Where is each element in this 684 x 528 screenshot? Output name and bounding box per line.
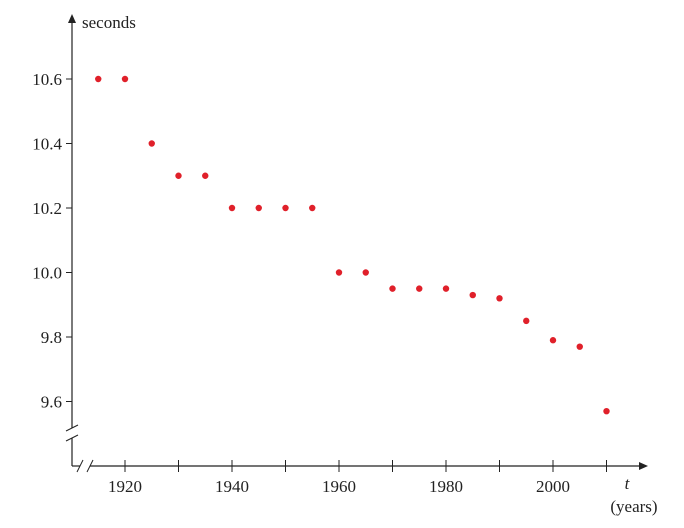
x-tick-label: 1940 <box>215 477 249 496</box>
y-tick-label: 10.2 <box>32 199 62 218</box>
data-point <box>549 337 557 344</box>
data-point <box>309 204 316 212</box>
y-ticks: 9.6 9.8 10.0 10.2 10.4 10.6 <box>32 70 72 412</box>
data-point <box>389 285 396 292</box>
y-tick-label: 10.6 <box>32 70 62 89</box>
data-point <box>416 285 423 292</box>
data-point <box>442 285 450 292</box>
data-point <box>282 204 289 212</box>
x-axis-break-icon <box>76 459 94 473</box>
data-point <box>175 172 182 179</box>
data-point <box>148 140 155 147</box>
y-axis-label: seconds <box>82 13 136 32</box>
x-tick-label: 2000 <box>536 477 570 496</box>
data-point <box>95 75 102 83</box>
x-ticks: 1920 1940 1960 1980 2000 <box>108 460 607 496</box>
data-point <box>576 343 583 350</box>
data-point <box>202 172 209 179</box>
x-tick-label: 1980 <box>429 477 463 496</box>
x-axis-label: t <box>625 474 631 493</box>
y-axis-arrow-icon <box>68 14 76 23</box>
y-tick-label: 9.6 <box>41 393 62 412</box>
data-point <box>362 269 369 276</box>
data-point <box>496 295 503 302</box>
data-point <box>523 317 530 325</box>
x-tick-label: 1920 <box>108 477 142 496</box>
y-tick-label: 10.0 <box>32 264 62 283</box>
data-point <box>603 407 610 415</box>
data-points <box>95 75 610 415</box>
y-tick-label: 9.8 <box>41 328 62 347</box>
x-axis-unit-label: (years) <box>610 497 657 516</box>
axes <box>65 14 648 473</box>
data-point <box>228 204 236 212</box>
data-point <box>469 291 476 299</box>
data-point <box>335 269 343 276</box>
y-tick-label: 10.4 <box>32 135 62 154</box>
y-axis-break-icon <box>65 424 79 442</box>
data-point <box>255 204 262 212</box>
data-point <box>121 75 129 83</box>
x-tick-label: 1960 <box>322 477 356 496</box>
x-axis-arrow-icon <box>639 462 648 470</box>
